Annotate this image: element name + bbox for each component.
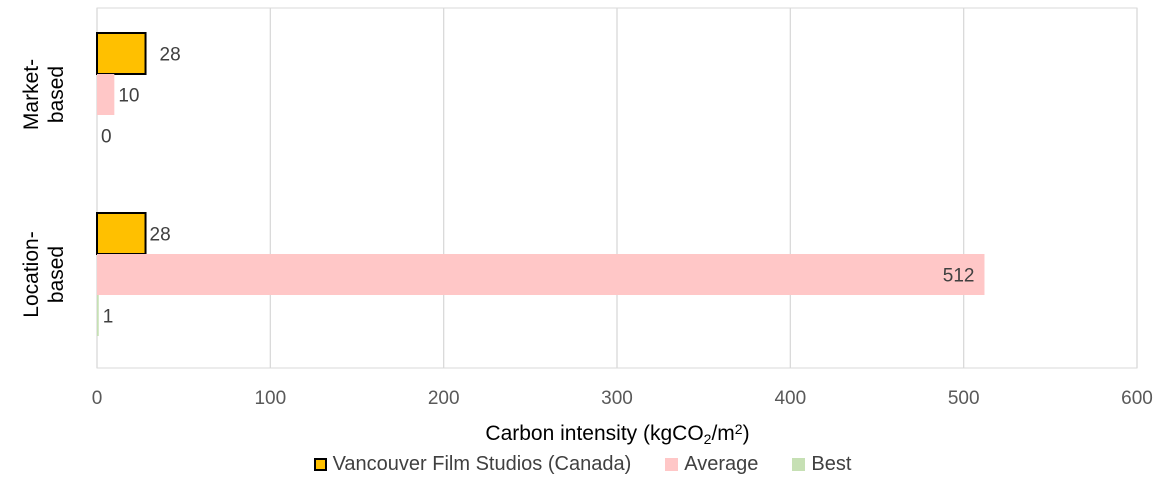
bar-vancouver-film-studios-canada--market-based [96, 32, 147, 75]
data-label-best-1: 1 [103, 307, 114, 328]
category-label-line: Location- [20, 231, 43, 317]
x-tick-label-400: 400 [774, 388, 806, 409]
legend-swatch-average [665, 458, 679, 471]
category-label-0: Market-based [20, 59, 68, 130]
bar-vancouver-film-studios-canada--location-based [96, 212, 147, 255]
legend-swatch-vancouver [313, 458, 327, 471]
legend: Vancouver Film Studios (Canada) Average … [0, 453, 1165, 476]
legend-label-vancouver: Vancouver Film Studios (Canada) [332, 453, 632, 475]
category-label-1: Location-based [20, 231, 68, 317]
x-tick-label-600: 600 [1121, 388, 1153, 409]
legend-swatch-best [792, 458, 806, 471]
x-tick-label-500: 500 [948, 388, 980, 409]
bar-average-location-based [97, 254, 985, 295]
x-tick-label-100: 100 [254, 388, 286, 409]
category-label-line: based [45, 66, 68, 123]
x-axis-label: Carbon intensity (kgCO2/m2) [485, 421, 750, 447]
bar-best-location-based [97, 295, 99, 336]
data-label-vancouver-film-studios-canada--1: 28 [150, 225, 171, 246]
x-tick-label-0: 0 [92, 388, 103, 409]
legend-label-best: Best [811, 453, 852, 475]
data-label-vancouver-film-studios-canada--0: 28 [160, 45, 181, 66]
category-label-line: based [45, 246, 68, 303]
legend-item-vancouver: Vancouver Film Studios (Canada) [313, 453, 632, 476]
legend-item-best: Best [792, 453, 851, 476]
legend-label-average: Average [684, 453, 759, 475]
data-label-average-0: 10 [118, 86, 139, 107]
data-label-average-1: 512 [943, 266, 975, 287]
x-tick-label-300: 300 [601, 388, 633, 409]
legend-item-average: Average [665, 453, 758, 476]
x-tick-label-200: 200 [428, 388, 460, 409]
bar-average-market-based [97, 74, 115, 115]
data-label-best-0: 0 [101, 127, 112, 148]
category-label-line: Market- [20, 59, 43, 130]
